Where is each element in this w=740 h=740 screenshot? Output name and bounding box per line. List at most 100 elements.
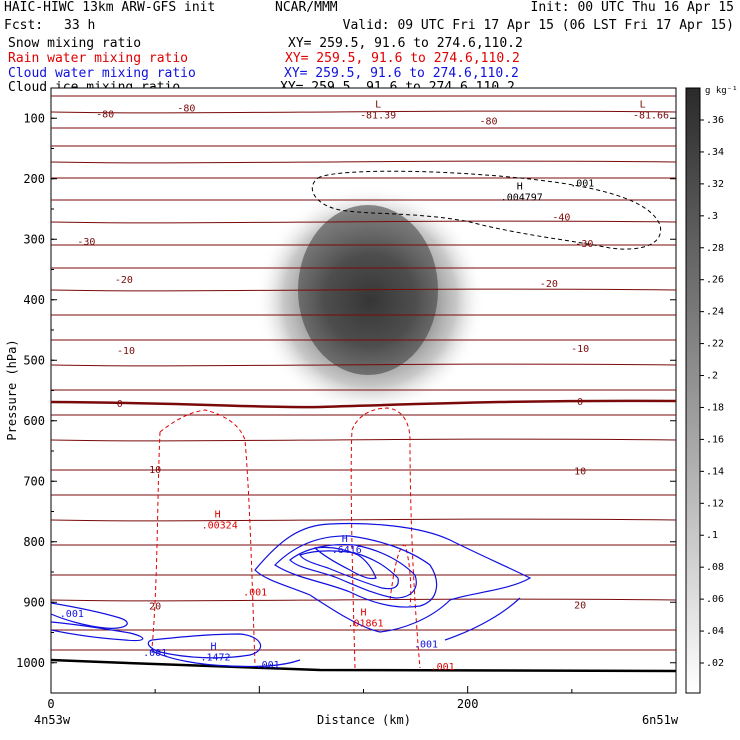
x-tick-label: 200 bbox=[457, 697, 479, 711]
colorbar-tick-label: .14 bbox=[706, 466, 724, 477]
colorbar-tick-label: .3 bbox=[706, 211, 718, 222]
field-snow-label: Snow mixing ratio bbox=[8, 36, 142, 51]
zero-degree-line bbox=[51, 399, 676, 409]
isotherm-label: 20 bbox=[574, 601, 586, 612]
max-value: .1472 bbox=[200, 652, 230, 663]
colorbar-tick-label: .02 bbox=[706, 658, 724, 669]
max-value: .00324 bbox=[202, 521, 238, 532]
isotherm-line bbox=[51, 288, 676, 292]
max-symbol: H bbox=[215, 510, 221, 521]
contour-label: .001 bbox=[60, 609, 84, 620]
max-symbol: H bbox=[210, 641, 216, 652]
field-rain-xy: XY= 259.5, 91.6 to 274.6,110.2 bbox=[285, 51, 520, 66]
x-endpoint-left: 4n53w bbox=[34, 713, 71, 727]
isotherm-label: -20 bbox=[540, 279, 558, 290]
isotherm-label: -81.39 bbox=[360, 111, 396, 122]
colorbar-tick-label: .18 bbox=[706, 402, 724, 413]
isotherm-label: 0 bbox=[117, 399, 123, 410]
max-value: .01861 bbox=[347, 619, 383, 630]
x-axis-title: Distance (km) bbox=[317, 713, 411, 727]
rain-contour-left-b bbox=[151, 431, 161, 649]
cloud-water-contours bbox=[51, 522, 532, 668]
colorbar-tick-label: .08 bbox=[706, 562, 724, 573]
rain-contour-mid bbox=[350, 407, 421, 669]
x-endpoint-right: 6n51w bbox=[642, 713, 679, 727]
colorbar-tick-label: .28 bbox=[706, 243, 724, 254]
x-axis: 0 200 bbox=[47, 686, 677, 711]
y-tick-label: 500 bbox=[23, 353, 45, 367]
colorbar-tick-label: .06 bbox=[706, 594, 724, 605]
contour-label: .001 bbox=[414, 639, 438, 650]
isotherm-line bbox=[51, 363, 676, 367]
y-tick-label: 1000 bbox=[16, 656, 45, 670]
y-tick-label: 900 bbox=[23, 595, 45, 609]
field-cloud-water-xy: XY= 259.5, 91.6 to 274.6,110.2 bbox=[284, 66, 519, 81]
y-tick-label: 200 bbox=[23, 172, 45, 186]
y-tick-label: 600 bbox=[23, 414, 45, 428]
isotherm-label: -30 bbox=[77, 237, 95, 248]
contour-labels: .001 .001 .001 .001 .001 .001 .001 bbox=[60, 178, 595, 672]
colorbar-tick-label: .32 bbox=[706, 179, 724, 190]
forecast-label: Fcst: bbox=[4, 18, 44, 33]
contour-label: .001 bbox=[143, 648, 167, 659]
colorbar bbox=[685, 87, 701, 694]
isotherm-label: 20 bbox=[149, 601, 161, 612]
contour-label: .001 bbox=[570, 178, 594, 189]
title-left: HAIC-HIWC 13km ARW-GFS init bbox=[4, 0, 216, 15]
contour-label: .001 bbox=[256, 660, 280, 671]
rain-contour-inner bbox=[389, 544, 412, 607]
isotherm-line bbox=[51, 518, 676, 522]
isotherm-line bbox=[51, 110, 676, 114]
isotherm-label: 10 bbox=[149, 465, 161, 476]
colorbar-tick-label: .1 bbox=[706, 530, 718, 541]
y-tick-label: 800 bbox=[23, 535, 45, 549]
isotherm-label: -80 bbox=[177, 103, 195, 114]
y-tick-label: 400 bbox=[23, 293, 45, 307]
field-rain-label: Rain water mixing ratio bbox=[8, 51, 189, 66]
colorbar-tick-label: .26 bbox=[706, 275, 724, 286]
y-axis-title: Pressure (hPa) bbox=[5, 339, 19, 440]
isotherm-label: -10 bbox=[571, 344, 589, 355]
field-cloud-water-label: Cloud water mixing ratio bbox=[8, 66, 196, 81]
y-tick-label: 100 bbox=[23, 111, 45, 125]
field-snow-xy: XY= 259.5, 91.6 to 274.6,110.2 bbox=[288, 36, 523, 51]
isotherm-label: -10 bbox=[117, 346, 135, 357]
max-value: .004797 bbox=[501, 193, 543, 204]
x-tick-label: 0 bbox=[47, 697, 54, 711]
colorbar-tick-label: .24 bbox=[706, 307, 724, 318]
contour-label: .001 bbox=[431, 662, 455, 673]
colorbar-tick-label: .34 bbox=[706, 147, 724, 158]
isotherm-line bbox=[51, 59, 676, 61]
max-symbol: H bbox=[342, 534, 348, 545]
isotherm-label: -20 bbox=[115, 275, 133, 286]
isotherm-line bbox=[51, 438, 676, 442]
rain-contour-left bbox=[159, 409, 256, 666]
title-center: NCAR/MMM bbox=[275, 0, 338, 15]
colorbar-tick-label: .16 bbox=[706, 434, 724, 445]
isotherm-label: -30 bbox=[575, 239, 593, 250]
max-symbol: H bbox=[360, 608, 366, 619]
colorbar-tick-label: .04 bbox=[706, 626, 724, 637]
max-value: .6416 bbox=[332, 545, 362, 556]
max-symbol: H bbox=[517, 182, 523, 193]
isotherm-label: 10 bbox=[574, 466, 586, 477]
colorbar-tick-label: .12 bbox=[706, 498, 724, 509]
forecast-hour: 33 h bbox=[64, 18, 96, 33]
isotherm-label: 0 bbox=[577, 397, 583, 408]
max-symbol: L bbox=[375, 99, 381, 110]
ground-line bbox=[51, 658, 676, 673]
isotherm-label: -81.66 bbox=[633, 111, 669, 122]
cloud-ice-contour bbox=[311, 170, 662, 250]
isotherm-line bbox=[51, 220, 676, 224]
init-time: Init: 00 UTC Thu 16 Apr 15 bbox=[530, 0, 735, 15]
isotherm-label: -40 bbox=[552, 212, 570, 223]
contour-label: .001 bbox=[243, 587, 267, 598]
colorbar-ticks: .36 .34 .32 .3 .28 .26 .24 .22 .2 .18 .16 .14 .12 .1.… bbox=[700, 115, 724, 669]
isotherm-line bbox=[51, 598, 676, 602]
isotherm-label: -80 bbox=[479, 117, 497, 128]
colorbar-tick-label: .22 bbox=[706, 339, 724, 350]
max-symbol: L bbox=[640, 99, 646, 110]
